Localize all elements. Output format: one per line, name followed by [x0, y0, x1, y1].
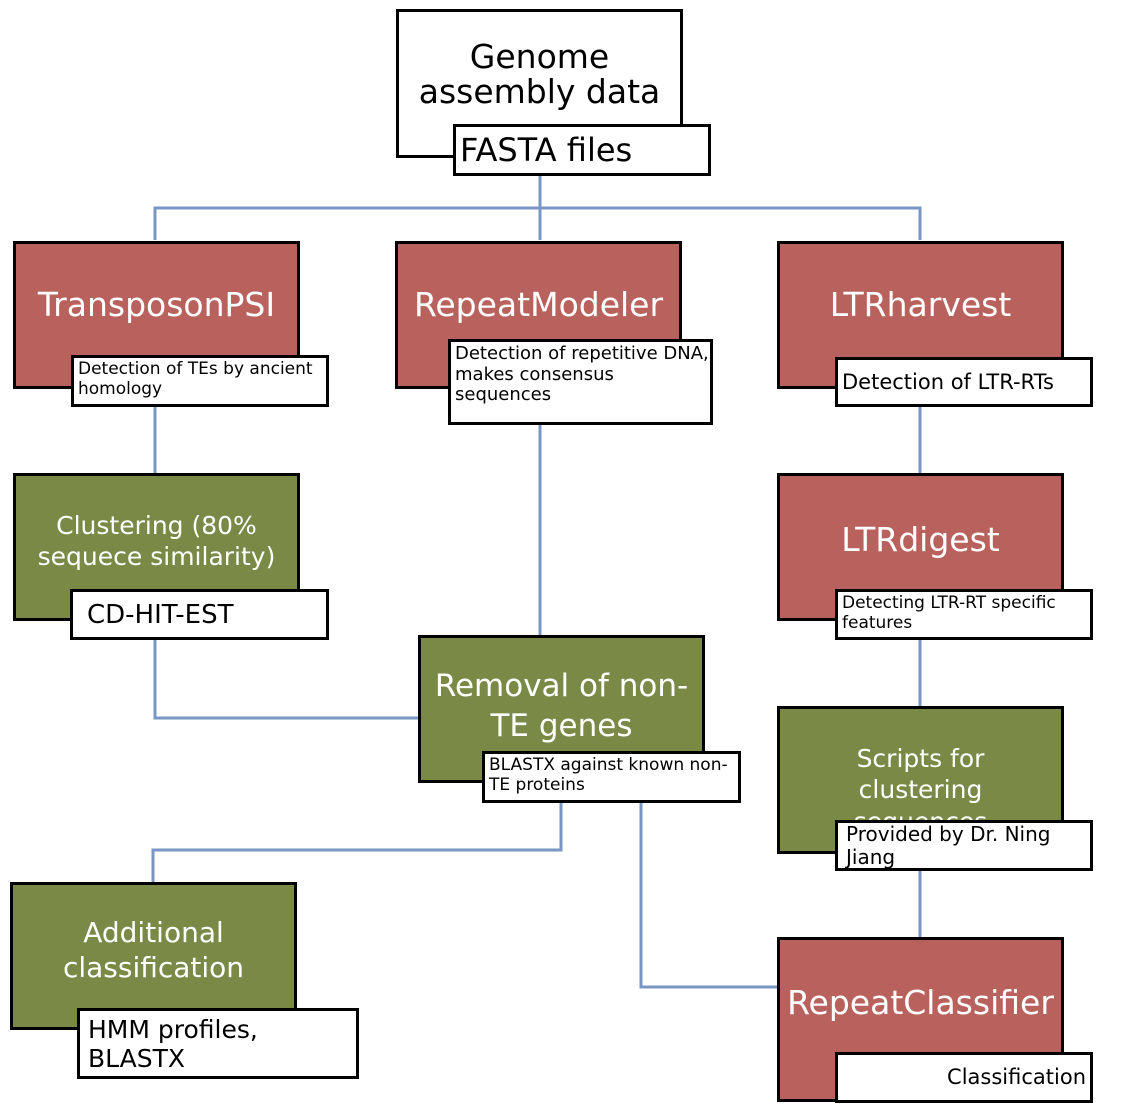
node-ltrharvest-title: LTRharvest [829, 285, 1012, 324]
node-repeatclassifier-title: RepeatClassifier [787, 983, 1054, 1022]
connector-removal-classifier [639, 802, 780, 989]
connector-removal-additional [151, 802, 563, 883]
node-clustering-scripts-subtitle: Provided by Dr. Ning Jiang [835, 820, 1093, 871]
subtitle-text: Classification [947, 1065, 1086, 1090]
node-transposonpsi-subtitle: Detection of TEs by ancient homology [71, 355, 329, 407]
node-genome-assembly-subtitle: FASTA files [453, 124, 711, 176]
node-ltrdigest-title: LTRdigest [841, 520, 1000, 559]
subtitle-text: CD-HIT-EST [87, 599, 234, 630]
subtitle-text: Detecting LTR-RT specific features [842, 593, 1056, 633]
connector-genome-split [153, 175, 922, 240]
node-removal-non-te-subtitle: BLASTX against known non-TE proteins [482, 751, 741, 803]
node-ltrharvest-subtitle: Detection of LTR-RTs [835, 357, 1093, 407]
subtitle-text: Provided by Dr. Ning Jiang [846, 821, 1051, 869]
node-additional-classification-subtitle: HMM profiles, BLASTX [77, 1008, 359, 1079]
node-repeatmodeler-subtitle: Detection of repetitive DNA, makes conse… [448, 339, 713, 425]
node-clustering-subtitle: CD-HIT-EST [70, 589, 329, 640]
node-transposonpsi-title: TransposonPSI [37, 285, 276, 324]
subtitle-text: Detection of repetitive DNA, makes conse… [455, 343, 709, 406]
subtitle-text: Detection of TEs by ancient homology [78, 359, 313, 399]
node-repeatclassifier-subtitle: Classification [835, 1052, 1093, 1103]
connector-clustering-removal [153, 638, 420, 720]
node-clustering-title: Clustering (80% sequece similarity) [37, 511, 276, 572]
node-additional-classification-title: Additional classification [62, 916, 245, 984]
node-repeatmodeler-title: RepeatModeler [413, 285, 664, 324]
subtitle-text: FASTA files [460, 131, 633, 169]
subtitle-text: HMM profiles, BLASTX [88, 1014, 258, 1073]
node-genome-assembly-title: Genome assembly data [418, 37, 661, 111]
node-ltrdigest-subtitle: Detecting LTR-RT specific features [835, 589, 1093, 640]
node-removal-non-te-title: Removal of non-TE genes [434, 668, 689, 745]
subtitle-text: BLASTX against known non-TE proteins [489, 755, 728, 795]
subtitle-text: Detection of LTR-RTs [842, 369, 1054, 394]
